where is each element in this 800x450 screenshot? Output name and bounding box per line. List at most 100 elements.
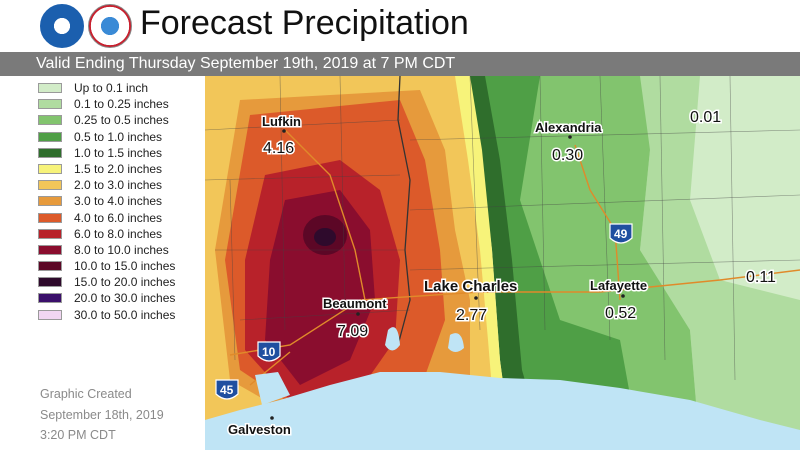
legend-label: 20.0 to 30.0 inches (74, 291, 176, 306)
city-label: Galveston (228, 422, 291, 437)
legend-swatch (38, 277, 62, 288)
gulf-of-mexico (205, 372, 800, 450)
legend-label: 30.0 to 50.0 inches (74, 307, 176, 322)
legend-swatch (38, 293, 62, 304)
legend-item: 30.0 to 50.0 inches (30, 307, 205, 323)
nws-logo (88, 4, 132, 48)
valid-time-bar: Valid Ending Thursday September 19th, 20… (0, 52, 800, 76)
calcasieu-lake (448, 333, 464, 352)
legend-item: Up to 0.1 inch (30, 80, 205, 96)
legend-label: 10.0 to 15.0 inches (74, 259, 176, 274)
city-amount: 0.30 (552, 147, 583, 164)
city-dot (270, 416, 274, 420)
city-dot (621, 294, 625, 298)
shield-number: 49 (614, 227, 628, 241)
city-lufkin: Lufkin 4.16 (261, 113, 303, 159)
graphic-created-note: Graphic Created September 18th, 2019 3:2… (40, 384, 164, 446)
shield-shape (609, 223, 633, 244)
legend-label: 8.0 to 10.0 inches (74, 242, 169, 257)
legend: Up to 0.1 inch 0.1 to 0.25 inches 0.25 t… (30, 80, 205, 323)
city-amount: 2.77 (456, 307, 487, 324)
page-title: Forecast Precipitation (140, 4, 469, 42)
legend-label: Up to 0.1 inch (74, 81, 149, 95)
legend-swatch (38, 163, 62, 174)
city-amount: 7.09 (337, 323, 368, 340)
legend-item: 1.0 to 1.5 inches (30, 145, 205, 161)
legend-label: 2.0 to 3.0 inches (74, 178, 163, 193)
legend-item: 6.0 to 8.0 inches (30, 226, 205, 242)
city-dot (474, 296, 478, 300)
city-label: Alexandria (535, 120, 602, 135)
shield-shape (215, 379, 239, 400)
legend-item: 0.5 to 1.0 inches (30, 129, 205, 145)
legend-item: 8.0 to 10.0 inches (30, 242, 205, 258)
city-dot (356, 312, 360, 316)
legend-swatch (38, 309, 62, 320)
header: Forecast Precipitation (0, 0, 800, 52)
city-lafayette: Lafayette 0.52 (589, 277, 649, 324)
legend-item: 2.0 to 3.0 inches (30, 177, 205, 193)
legend-swatch (38, 180, 62, 191)
legend-label: 4.0 to 6.0 inches (74, 210, 163, 225)
precip-map-svg: Lufkin 4.16 Alexandria 0.30 Beaumont 7.0… (205, 76, 800, 450)
shield-number: 10 (262, 345, 276, 359)
legend-item: 10.0 to 15.0 inches (30, 258, 205, 274)
sabine-lake (385, 327, 400, 351)
city-alexandria: Alexandria 0.30 (534, 119, 604, 166)
county-lines (205, 76, 800, 381)
shield-number: 45 (220, 383, 234, 397)
amount-label: 0.11 (746, 269, 776, 286)
city-beaumont: Beaumont 7.09 (322, 295, 389, 342)
city-label: Lake Charles (424, 278, 517, 295)
city-label: Beaumont (323, 296, 387, 311)
legend-label: 0.5 to 1.0 inches (74, 129, 163, 144)
legend-swatch (38, 212, 62, 223)
city-lake-charles: Lake Charles 2.77 (423, 277, 519, 326)
legend-swatch (38, 115, 62, 126)
legend-swatch (38, 99, 62, 110)
zone-0.1-0.25 (620, 76, 800, 450)
valid-time-text: Valid Ending Thursday September 19th, 20… (36, 55, 456, 72)
legend-label: 6.0 to 8.0 inches (74, 226, 163, 241)
legend-swatch (38, 147, 62, 158)
highways (229, 129, 800, 386)
legend-label: 3.0 to 4.0 inches (74, 194, 163, 209)
interstate-10-shield: 10 (257, 341, 281, 362)
legend-swatch (38, 244, 62, 255)
created-date: September 18th, 2019 (40, 407, 164, 422)
legend-item: 3.0 to 4.0 inches (30, 193, 205, 209)
city-label: Lufkin (262, 114, 301, 129)
legend-swatch (38, 131, 62, 142)
legend-swatch (38, 228, 62, 239)
legend-swatch (38, 83, 62, 93)
legend-label: 1.5 to 2.0 inches (74, 161, 163, 176)
legend-label: 15.0 to 20.0 inches (74, 275, 176, 290)
city-amount: 0.52 (605, 305, 636, 322)
legend-item: 4.0 to 6.0 inches (30, 210, 205, 226)
amount-label: 0.01 (690, 109, 721, 126)
interstate-45-shield: 45 (215, 379, 239, 400)
legend-label: 0.1 to 0.25 inches (74, 97, 169, 112)
legend-item: 0.25 to 0.5 inches (30, 112, 205, 128)
legend-item: 1.5 to 2.0 inches (30, 161, 205, 177)
interstate-49-shield: 49 (609, 223, 633, 244)
city-dot (282, 129, 286, 133)
city-galveston: Galveston (227, 416, 292, 439)
city-amount: 4.16 (263, 140, 294, 157)
created-time: 3:20 PM CDT (40, 428, 116, 442)
noaa-logo (40, 4, 84, 48)
zone-15.0-20.0 (314, 228, 336, 246)
zone-8.0-10.0 (265, 190, 375, 385)
precip-map: Lufkin 4.16 Alexandria 0.30 Beaumont 7.0… (205, 76, 800, 450)
state-border (397, 76, 411, 346)
shield-shape (257, 341, 281, 362)
city-dot (568, 135, 572, 139)
legend-item: 15.0 to 20.0 inches (30, 274, 205, 290)
legend-item: 20.0 to 30.0 inches (30, 290, 205, 306)
city-label: Lafayette (590, 278, 647, 293)
created-line: Graphic Created (40, 387, 132, 401)
legend-swatch (38, 196, 62, 207)
legend-label: 1.0 to 1.5 inches (74, 145, 163, 160)
legend-swatch (38, 261, 62, 272)
galveston-bay (255, 372, 290, 405)
